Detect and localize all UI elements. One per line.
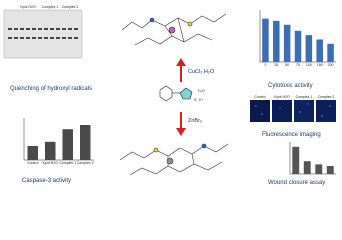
fluorescence-label: Control	[254, 95, 266, 99]
x-tick-label: Control	[27, 161, 39, 165]
x-tick-label: 150	[317, 63, 323, 67]
bar	[80, 125, 91, 160]
bar	[62, 129, 73, 160]
cu-reagent: CuCl₂.H₂O	[188, 69, 215, 75]
bar	[303, 161, 311, 174]
fluorescence-label: Kpot H2O	[274, 95, 290, 99]
bar	[315, 164, 323, 174]
fluorescence-label: Complex 1	[296, 95, 313, 99]
zn-reagent: ZnBr₂	[188, 118, 202, 124]
crystal-structure-cu	[121, 13, 227, 46]
bar	[294, 30, 302, 62]
arrow-up	[176, 58, 186, 82]
bar	[45, 141, 56, 160]
bar	[292, 146, 300, 174]
x-tick-label: 25	[274, 63, 278, 67]
x-tick-label: 50	[285, 63, 289, 67]
x-tick-label: 200	[328, 63, 334, 67]
bar	[305, 35, 313, 62]
gel-caption: Quenching of hydroxyl radicals	[10, 86, 92, 92]
fluorescence-caption: Fluorescence imaging	[262, 132, 321, 138]
bar	[316, 39, 323, 62]
bar	[326, 166, 334, 174]
gel-image	[3, 9, 83, 59]
gel-lane-label: Complex 2	[62, 5, 79, 9]
x-tick-label: Complex 1	[59, 161, 76, 165]
x-tick-label: 0	[264, 63, 266, 67]
arrow-down	[176, 112, 186, 136]
caspase-caption: Caspase-3 activity	[22, 178, 71, 184]
bar	[283, 24, 291, 62]
bar	[262, 18, 269, 63]
fluorescence-panels	[250, 100, 336, 122]
ligand-label: S	[194, 98, 197, 102]
ligand-label: H₂O	[198, 89, 205, 93]
gel-lane-label: Kpot H2O	[20, 5, 36, 9]
cytotoxic-caption: Cytotoxic activity	[268, 83, 313, 89]
wound-caption: Wound closure assay	[268, 180, 325, 186]
bar	[273, 20, 280, 62]
x-tick-label: 75	[296, 63, 300, 67]
ligand-label: K⁺	[199, 98, 203, 102]
bar	[327, 43, 334, 62]
x-tick-label: 100	[306, 63, 312, 67]
x-tick-label: Kpot H2O	[43, 161, 59, 165]
bar	[27, 146, 38, 160]
graphical-abstract: Kpot H2O Complex 1 Complex 2 Quenching o…	[3, 5, 336, 186]
fluorescence-label: Complex 2	[318, 95, 335, 99]
crystal-structure-zn	[119, 143, 229, 176]
gel-lane-label: Complex 1	[42, 5, 59, 9]
ligand-structure	[159, 85, 193, 102]
x-tick-label: Complex 2	[77, 161, 94, 165]
